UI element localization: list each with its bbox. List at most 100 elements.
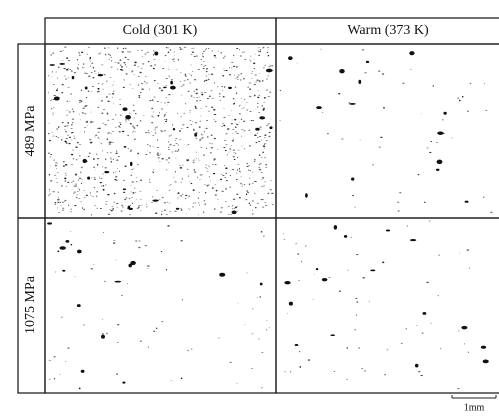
- speck: [107, 47, 110, 49]
- speck: [206, 184, 209, 187]
- speck: [152, 171, 154, 174]
- speck: [79, 155, 81, 157]
- speck: [263, 147, 265, 149]
- speck: [264, 134, 267, 137]
- speck: [214, 208, 216, 210]
- speck: [258, 168, 262, 171]
- speck: [205, 164, 208, 166]
- speck: [294, 343, 299, 347]
- speck: [117, 62, 120, 64]
- speck: [212, 164, 215, 165]
- speck: [70, 243, 73, 246]
- speck: [140, 179, 142, 182]
- speck: [98, 72, 100, 74]
- speck: [147, 60, 150, 63]
- speck: [167, 51, 170, 54]
- speck: [170, 80, 173, 85]
- speck: [172, 145, 176, 146]
- speck: [173, 54, 176, 56]
- speck: [179, 47, 181, 49]
- speck: [207, 136, 209, 138]
- speck: [77, 188, 79, 189]
- speck: [102, 188, 105, 191]
- speck: [113, 201, 115, 203]
- speck: [138, 95, 141, 96]
- speck: [91, 86, 95, 87]
- speck: [469, 82, 472, 85]
- speck: [51, 76, 53, 78]
- speck: [71, 108, 74, 110]
- speck: [168, 135, 171, 137]
- speck: [67, 122, 70, 124]
- row-header: 1075 MPa: [23, 275, 38, 334]
- speck: [199, 99, 202, 101]
- speck: [267, 54, 270, 57]
- speck: [201, 133, 203, 135]
- speck: [74, 205, 77, 206]
- speck: [206, 168, 208, 170]
- speck: [197, 68, 200, 70]
- speck: [254, 53, 256, 55]
- speck: [123, 79, 126, 81]
- speck: [284, 371, 286, 373]
- speck: [105, 80, 108, 82]
- speck: [196, 100, 198, 102]
- speck: [271, 192, 274, 195]
- speck: [233, 54, 235, 57]
- speck: [215, 164, 217, 166]
- speck: [386, 349, 389, 351]
- speck: [219, 272, 226, 277]
- speck: [194, 78, 197, 81]
- speck: [195, 157, 197, 159]
- speck: [432, 85, 435, 87]
- speck: [355, 254, 359, 256]
- speck: [225, 201, 227, 203]
- speck: [265, 329, 268, 331]
- speck: [400, 342, 403, 344]
- speck: [249, 177, 251, 180]
- speck: [190, 182, 193, 185]
- speck: [248, 82, 252, 84]
- speck: [222, 75, 225, 77]
- speck: [145, 153, 148, 155]
- speck: [96, 90, 100, 93]
- speck: [153, 330, 156, 333]
- speck: [151, 122, 154, 124]
- speck: [246, 162, 249, 165]
- speck: [288, 301, 293, 306]
- speck: [241, 135, 243, 137]
- speck: [186, 79, 189, 80]
- speck: [167, 225, 170, 227]
- speck: [265, 163, 268, 166]
- speck: [102, 150, 104, 152]
- speck: [186, 126, 189, 129]
- speck: [463, 343, 465, 345]
- speck: [361, 49, 365, 51]
- speck: [81, 166, 84, 167]
- speck: [74, 137, 76, 139]
- speck: [110, 161, 113, 163]
- speck: [76, 159, 78, 161]
- speck: [168, 157, 171, 159]
- speck: [151, 202, 153, 204]
- speck: [147, 265, 150, 267]
- speck: [152, 199, 159, 202]
- speck: [238, 170, 241, 172]
- speck: [55, 71, 58, 73]
- speck: [126, 58, 130, 61]
- speck: [51, 131, 53, 133]
- speck: [149, 152, 152, 154]
- speck: [47, 222, 53, 225]
- speck: [266, 89, 268, 91]
- speck: [210, 73, 214, 76]
- speck: [163, 201, 167, 204]
- speck: [104, 167, 107, 169]
- speck: [219, 99, 222, 101]
- speck: [103, 232, 104, 233]
- speck: [245, 193, 248, 195]
- speck: [226, 154, 229, 156]
- speck: [339, 290, 341, 292]
- speck: [224, 165, 226, 167]
- speck: [92, 264, 95, 265]
- speck: [105, 184, 107, 186]
